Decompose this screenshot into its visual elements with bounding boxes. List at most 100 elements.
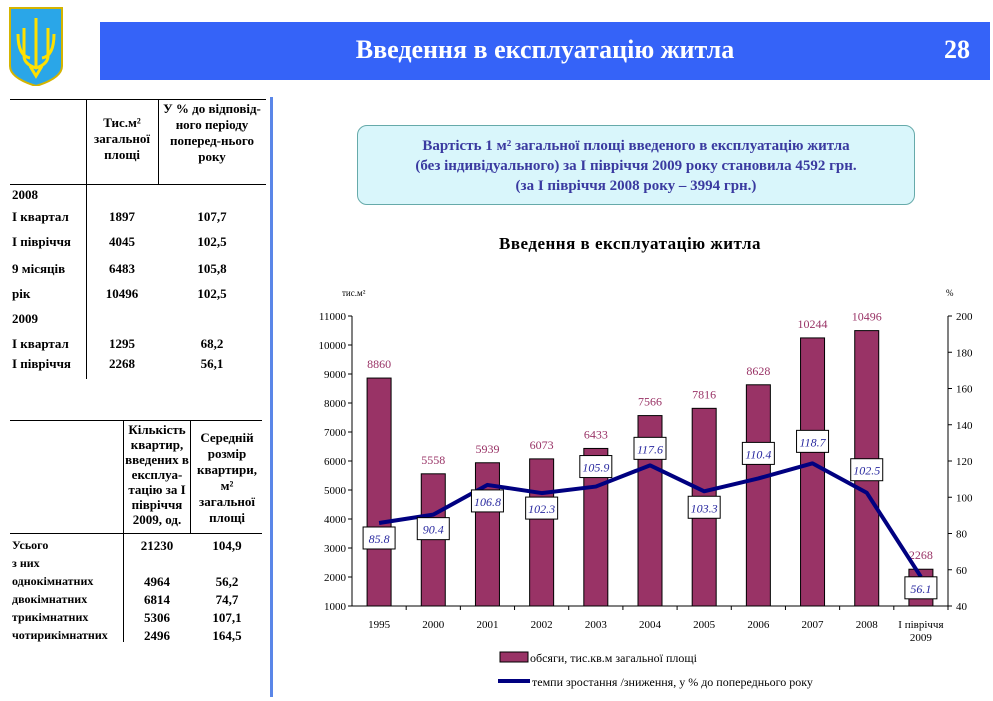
x-tick-label: І півріччя 2009 — [898, 619, 943, 644]
line-label-box — [741, 441, 775, 465]
right-axis-label: % — [946, 288, 954, 298]
bar-value-label: 7816 — [692, 387, 716, 401]
line-label-box — [796, 429, 830, 453]
legend-bar-swatch — [499, 651, 529, 663]
left-tick-label: 7000 — [324, 427, 347, 439]
line-label-box — [416, 517, 450, 541]
bar-value-label: 5558 — [421, 453, 445, 467]
cell-value: 1897 — [109, 209, 135, 224]
page-number: 28 — [944, 35, 970, 64]
left-tick-label: 9000 — [324, 369, 347, 381]
bar-value-label: 2268 — [909, 548, 933, 562]
x-tick-label: 2002 — [531, 619, 553, 631]
line-value-label: 110.4 — [745, 447, 771, 461]
bar-value-label: 8860 — [367, 357, 391, 371]
x-tick-label: 2004 — [639, 619, 662, 631]
cell-value: 6814 — [144, 592, 170, 607]
bar — [745, 384, 771, 607]
row-label: І квартал — [12, 336, 69, 351]
chart-title: Введення в експлуатацію житла — [499, 234, 761, 253]
title-banner: Введення в експлуатацію житла 28 — [100, 22, 990, 80]
line-value-label: 118.7 — [799, 435, 826, 449]
table-apartments: Кількість квартир, введених в експлуа-та… — [10, 420, 262, 643]
line-value-label: 102.5 — [853, 464, 880, 478]
cell-value: 56,2 — [215, 574, 239, 589]
cell-value: 21230 — [140, 538, 174, 553]
cell-value: 4045 — [109, 234, 135, 249]
row-label: 2009 — [12, 311, 38, 326]
left-tick-label: 6000 — [324, 456, 347, 468]
cell-value: 56,1 — [200, 356, 224, 371]
right-tick-label: 80 — [956, 529, 968, 541]
x-tick-label: 2007 — [802, 619, 825, 631]
growth-line — [378, 461, 923, 578]
x-tick-label: 1995 — [368, 619, 391, 631]
column-header: У % до відповід-ного періоду поперед-ньо… — [163, 101, 261, 164]
note-line: (за І півріччя 2008 року – 3994 грн.) — [515, 178, 757, 194]
line-label-box — [904, 576, 938, 600]
cell-value: 6483 — [109, 261, 135, 276]
cell-value: 102,5 — [197, 286, 227, 301]
row-label: однокімнатних — [12, 574, 94, 588]
line-value-label: 106.8 — [474, 495, 501, 509]
right-tick-label: 160 — [956, 384, 973, 396]
table-quarterly: Тис.м² загальної площі У % до відповід-н… — [10, 99, 266, 379]
row-label: двокімнатних — [12, 592, 88, 606]
left-axis-label: тис.м² — [342, 288, 366, 298]
bar — [529, 458, 555, 607]
left-tick-label: 2000 — [324, 572, 347, 584]
left-tick-label: 10000 — [319, 340, 347, 352]
line-value-label: 85.8 — [369, 532, 390, 546]
cell-value: 74,7 — [215, 592, 239, 607]
cell-value: 2268 — [109, 356, 135, 371]
line-label-box — [687, 495, 721, 519]
divider — [270, 97, 273, 697]
note-line: Вартість 1 м² загальної площі введеного … — [422, 138, 850, 154]
cell-value: 164,5 — [212, 628, 242, 643]
coat-of-arms-logo — [8, 6, 64, 88]
row-label: Усього — [12, 538, 49, 552]
line-label-box — [470, 489, 504, 513]
x-tick-label: 2008 — [856, 619, 879, 631]
cell-value: 2496 — [144, 628, 170, 643]
x-tick-label: 2001 — [476, 619, 498, 631]
column-header: Кількість квартир, введених в експлуа-та… — [125, 422, 189, 527]
left-tick-label: 5000 — [324, 485, 347, 497]
row-label: І півріччя — [12, 234, 71, 249]
row-label: з них — [12, 556, 40, 570]
page-title: Введення в експлуатацію житла — [355, 35, 735, 64]
cell-value: 102,5 — [197, 234, 227, 249]
cell-value: 68,2 — [200, 336, 224, 351]
column-header: Тис.м² загальної площі — [93, 115, 150, 162]
left-tick-label: 3000 — [324, 543, 347, 555]
line-value-label: 102.3 — [528, 502, 555, 516]
row-label: І квартал — [12, 209, 69, 224]
note-line: (без індивідуального) за І півріччя 2009… — [415, 158, 857, 174]
bar — [366, 377, 392, 607]
row-label: чотирикімнатних — [12, 628, 108, 642]
bar-value-label: 6073 — [530, 438, 554, 452]
cell-value: 104,9 — [212, 538, 242, 553]
line-value-label: 56.1 — [910, 582, 931, 596]
x-tick-label: 2006 — [747, 619, 770, 631]
line-label-box — [579, 455, 613, 479]
bar-value-label: 5939 — [475, 442, 499, 456]
line-value-label: 105.9 — [582, 461, 609, 475]
line-label-box — [525, 496, 559, 520]
left-tick-label: 11000 — [319, 311, 347, 323]
cell-value: 107,7 — [197, 209, 227, 224]
column-header: Середній розмір квартири, м² загальної п… — [197, 430, 257, 525]
bar-value-label: 7566 — [638, 395, 662, 409]
left-tick-label: 4000 — [324, 514, 347, 526]
cell-value: 1295 — [109, 336, 135, 351]
cell-value: 4964 — [144, 574, 170, 589]
right-tick-label: 60 — [956, 565, 968, 577]
line-label-box — [362, 526, 396, 550]
legend-bar-label: обсяги, тис.кв.м загальної площі — [530, 651, 698, 665]
left-tick-label: 1000 — [324, 601, 347, 613]
right-tick-label: 180 — [956, 347, 973, 359]
bar-value-label: 8628 — [746, 364, 770, 378]
bar-value-label: 10496 — [852, 310, 882, 324]
right-tick-label: 120 — [956, 456, 973, 468]
cell-value: 105,8 — [197, 261, 227, 276]
